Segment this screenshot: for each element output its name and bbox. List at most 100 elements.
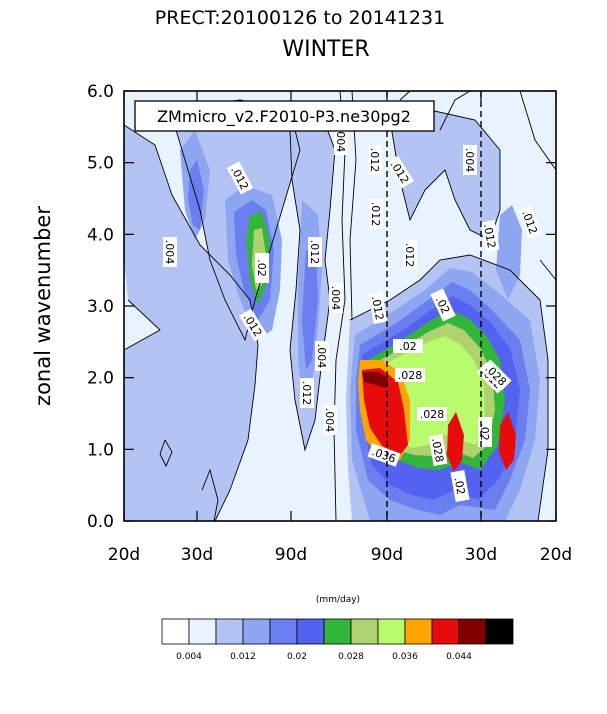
contour-region [447,412,464,472]
x-tick-label: 20d [540,545,572,565]
colorbar-swatch [188,618,217,645]
contour-region [362,372,388,388]
case-label-box [134,100,435,132]
contour-line [439,90,471,131]
contour-label-bg [450,470,470,502]
contour-label-bg [226,161,254,195]
contour-label: .02 [450,470,470,502]
contour-label-text: .012 [403,243,416,268]
contour-label-bg [239,308,267,342]
contour-label: .028 [417,407,447,421]
contour-label-bg [430,288,456,322]
colorbar-swatch [431,618,460,645]
contour-label-bg [480,220,500,252]
y-tick-label: 4.0 [87,225,114,245]
colorbar-label: 0.004 [176,652,202,662]
contour-line [519,90,557,171]
colorbar-label: 0.012 [230,652,256,662]
x-axis: 20d 30d 90d 90d 30d 20d [108,91,572,565]
contour-label-text: .02 [399,340,417,353]
x-tick-label: 20d [108,545,140,565]
y-axis-label: zonal wavenumber [31,206,55,406]
contour-label: .004 [463,145,477,175]
chart-subtitle: WINTER [282,37,369,62]
contour-label-text: .012 [481,223,498,249]
contour-region [362,368,408,455]
units-label: (mm/day) [316,595,360,605]
contour-label-bg [368,292,388,324]
colorbar-swatch [323,618,352,645]
x-tick-label: 30d [181,545,213,565]
colorbar-label: 0.036 [392,652,418,662]
contour-line [289,109,336,452]
contour-region [188,160,204,230]
contour-label-bg [163,237,177,267]
contour-line [123,124,259,522]
contour-line [159,439,173,468]
contour-label-bg [393,339,423,353]
contour-region [302,250,318,370]
contour-label-bg [428,434,448,466]
contour-label: .012 [308,237,322,267]
colorbar-label: 0.028 [338,652,364,662]
contour-label: .012 [369,199,383,229]
contour-region [124,125,258,521]
contour-label: .004 [323,405,337,435]
contour-label: .012 [403,240,417,270]
contour-label: .012 [368,292,388,324]
contour-label-bg [329,283,343,313]
x-tick-label: 30d [465,545,497,565]
contour-label-text: .012 [300,381,313,406]
contour-label: .004 [163,237,177,267]
colorbar-swatch [485,618,514,645]
contour-label: .02 [478,417,492,447]
colorbar-swatch [350,618,379,645]
contour-label-bg [386,155,414,189]
contour-label-text: .02 [478,423,491,441]
y-axis: 0.0 1.0 2.0 3.0 4.0 5.0 6.0 [87,82,556,532]
colorbar-swatch [215,618,244,645]
colorbar-label: 0.02 [287,652,307,662]
contour-label-text: .028 [420,408,445,421]
contour-label-text: .004 [463,148,476,173]
chart-title: PRECT:20100126 to 20141231 [155,7,445,29]
contour-label: .012 [300,378,314,408]
y-tick-label: 0.0 [87,512,114,532]
contour-label-bg [463,145,477,175]
contour-line [399,90,411,101]
contour-label-text: .028 [398,369,423,382]
contour-label-bg [369,199,383,229]
contour-region [499,412,516,470]
y-tick-label: 5.0 [87,154,114,174]
contour-region [390,110,500,240]
colorbar-swatch [161,618,190,645]
colorbar: 0.004 0.012 0.02 0.028 0.036 0.044 [161,618,514,662]
contour-label-text: .004 [315,344,328,369]
colorbar-swatch [296,618,325,645]
contour-line [349,254,549,522]
contour-label-text: .028 [429,437,446,463]
contour-label: .028 [395,368,425,382]
contour-label-text: .012 [369,295,386,321]
contour-line [123,299,161,351]
contour-label: .02 [255,253,269,283]
colorbar-swatch [242,618,271,645]
contour-line [389,109,501,241]
contour-line [201,468,219,522]
contour-label-text: .012 [369,202,382,227]
contour-label: .004 [334,125,348,155]
contour-label-bg [308,237,322,267]
contour-label-bg [403,240,417,270]
y-tick-label: 6.0 [87,82,114,102]
contour-label-text: .004 [334,128,347,153]
y-tick-label: 3.0 [87,297,114,317]
colorbar-swatch [458,618,487,645]
x-tick-label: 90d [371,545,403,565]
contour-label-text: .004 [329,286,342,311]
contour-label-bg [255,253,269,283]
contour-label: .028 [428,434,448,466]
contour-label-bg [480,359,512,391]
contour-region [496,205,522,300]
x-tick-label: 90d [275,545,307,565]
